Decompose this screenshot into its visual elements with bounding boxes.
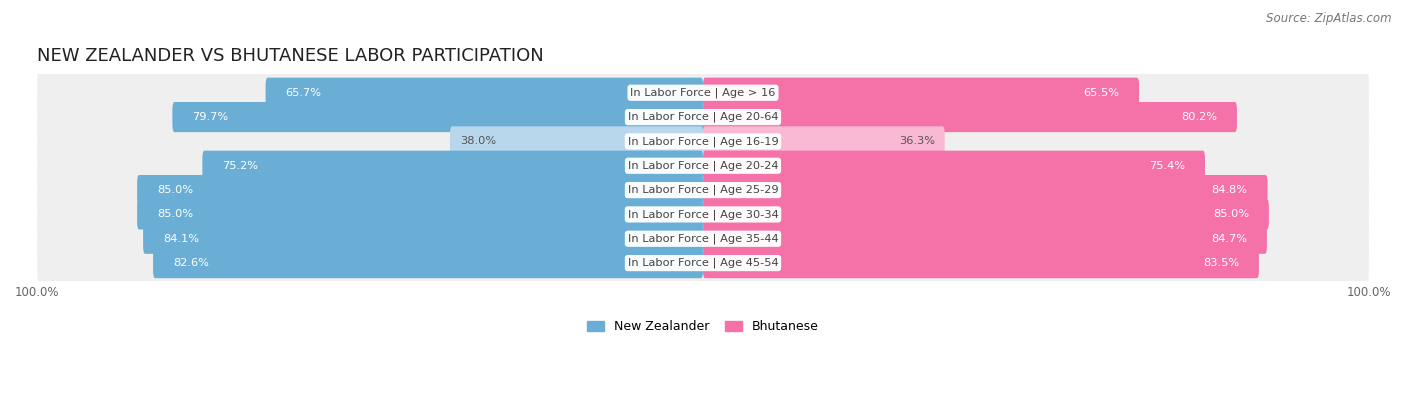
FancyBboxPatch shape [37, 240, 1369, 286]
FancyBboxPatch shape [37, 192, 1369, 237]
Text: 85.0%: 85.0% [157, 185, 193, 195]
FancyBboxPatch shape [37, 167, 1369, 213]
Text: 65.7%: 65.7% [285, 88, 322, 98]
Text: 83.5%: 83.5% [1202, 258, 1239, 268]
FancyBboxPatch shape [37, 216, 1369, 261]
FancyBboxPatch shape [173, 102, 703, 132]
FancyBboxPatch shape [703, 224, 1267, 254]
Text: In Labor Force | Age 35-44: In Labor Force | Age 35-44 [627, 233, 779, 244]
FancyBboxPatch shape [703, 102, 1237, 132]
Text: Source: ZipAtlas.com: Source: ZipAtlas.com [1267, 12, 1392, 25]
FancyBboxPatch shape [143, 224, 703, 254]
Text: 80.2%: 80.2% [1181, 112, 1218, 122]
Text: 65.5%: 65.5% [1083, 88, 1119, 98]
Text: 85.0%: 85.0% [1213, 209, 1249, 219]
Text: 84.7%: 84.7% [1211, 234, 1247, 244]
FancyBboxPatch shape [703, 248, 1258, 278]
Text: In Labor Force | Age 30-34: In Labor Force | Age 30-34 [627, 209, 779, 220]
FancyBboxPatch shape [450, 126, 703, 156]
Text: In Labor Force | Age 45-54: In Labor Force | Age 45-54 [627, 258, 779, 268]
FancyBboxPatch shape [703, 78, 1139, 108]
Text: 82.6%: 82.6% [173, 258, 209, 268]
FancyBboxPatch shape [37, 118, 1369, 164]
Text: In Labor Force | Age 20-24: In Labor Force | Age 20-24 [627, 160, 779, 171]
Text: 75.2%: 75.2% [222, 161, 259, 171]
FancyBboxPatch shape [266, 78, 703, 108]
FancyBboxPatch shape [37, 70, 1369, 116]
FancyBboxPatch shape [138, 175, 703, 205]
FancyBboxPatch shape [202, 150, 703, 181]
Text: 84.8%: 84.8% [1212, 185, 1247, 195]
FancyBboxPatch shape [703, 126, 945, 156]
Text: 38.0%: 38.0% [460, 136, 496, 147]
Legend: New Zealander, Bhutanese: New Zealander, Bhutanese [586, 320, 820, 333]
FancyBboxPatch shape [703, 199, 1268, 229]
FancyBboxPatch shape [138, 199, 703, 229]
FancyBboxPatch shape [37, 143, 1369, 189]
Text: 75.4%: 75.4% [1149, 161, 1185, 171]
Text: In Labor Force | Age 16-19: In Labor Force | Age 16-19 [627, 136, 779, 147]
FancyBboxPatch shape [703, 150, 1205, 181]
FancyBboxPatch shape [153, 248, 703, 278]
Text: In Labor Force | Age > 16: In Labor Force | Age > 16 [630, 87, 776, 98]
Text: NEW ZEALANDER VS BHUTANESE LABOR PARTICIPATION: NEW ZEALANDER VS BHUTANESE LABOR PARTICI… [37, 47, 544, 65]
Text: In Labor Force | Age 20-64: In Labor Force | Age 20-64 [627, 112, 779, 122]
FancyBboxPatch shape [703, 175, 1268, 205]
Text: 84.1%: 84.1% [163, 234, 200, 244]
Text: 36.3%: 36.3% [898, 136, 935, 147]
Text: 85.0%: 85.0% [157, 209, 193, 219]
FancyBboxPatch shape [37, 94, 1369, 140]
Text: In Labor Force | Age 25-29: In Labor Force | Age 25-29 [627, 185, 779, 196]
Text: 79.7%: 79.7% [193, 112, 229, 122]
